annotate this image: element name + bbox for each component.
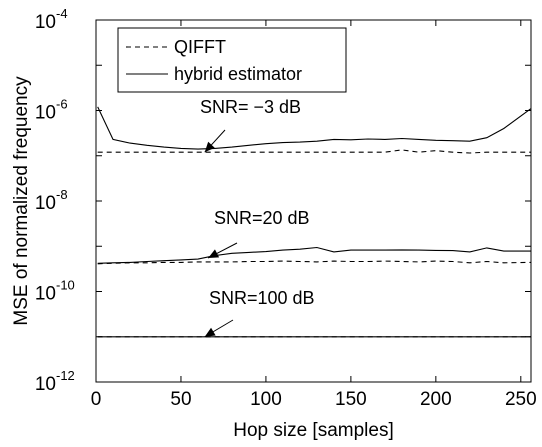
annotation-arrowhead [204, 141, 215, 153]
y-tick-label: 10 [35, 284, 56, 305]
y-tick-exponent: -4 [56, 6, 68, 21]
y-tick-label: 10 [35, 193, 56, 214]
x-tick-label: 250 [505, 389, 537, 410]
annotation-layer: SNR= −3 dB SNR=20 dB SNR=100 dB [200, 97, 315, 338]
y-axis-label: MSE of normalized frequency [11, 76, 32, 326]
annotation-label: SNR=100 dB [209, 288, 315, 308]
series-line-hybrid [97, 106, 532, 150]
annotation-label: SNR= −3 dB [200, 97, 301, 117]
axis-labels: Hop size [samples] MSE of normalized freq… [11, 76, 394, 441]
series-line-hybrid [97, 246, 531, 264]
annotation-arrowhead [204, 327, 216, 337]
y-tick-label: 10 [35, 374, 56, 395]
x-tick-label: 150 [335, 389, 367, 410]
y-tick-label: 10 [35, 12, 56, 33]
legend: QIFFT hybrid estimator [117, 27, 347, 93]
legend-label: QIFFT [174, 37, 226, 57]
y-tick-exponent: -8 [56, 187, 68, 202]
series-line-qifft [97, 149, 531, 154]
x-tick-label: 50 [170, 389, 191, 410]
y-tick-exponent: -10 [56, 278, 75, 293]
y-tick-exponent: -6 [56, 97, 68, 112]
x-tick-label: 0 [91, 389, 102, 410]
x-tick-label: 200 [420, 389, 452, 410]
series-line-qifft [97, 260, 532, 265]
legend-label: hybrid estimator [174, 64, 302, 84]
annotation-arrowhead [208, 249, 220, 258]
x-axis-label: Hop size [samples] [233, 420, 394, 441]
x-tick-label: 100 [250, 389, 282, 410]
y-tick-label: 10 [35, 103, 56, 124]
annotation-label: SNR=20 dB [214, 208, 310, 228]
series-layer [97, 106, 532, 338]
y-tick-exponent: -12 [56, 368, 75, 383]
legend-box [117, 27, 347, 93]
